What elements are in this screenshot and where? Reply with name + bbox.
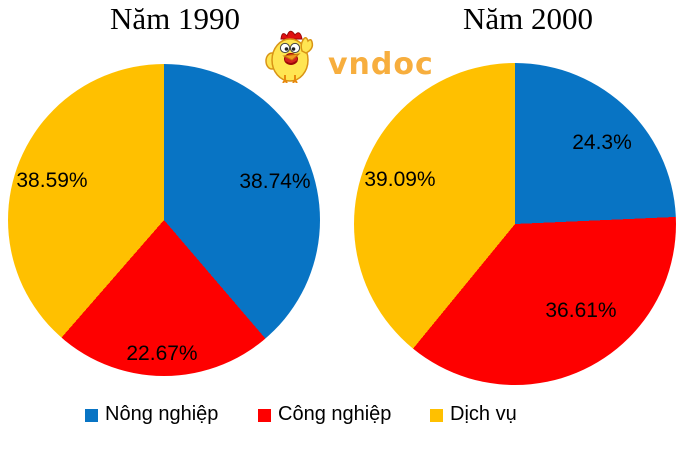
legend-label-cong-nghiep: Công nghiệp: [278, 403, 392, 425]
chart-title-1990: Năm 1990: [109, 1, 241, 36]
pie-2000-label-nong-nghiep: 24.3%: [572, 131, 632, 154]
vndoc-logo-text: vndoc: [328, 46, 434, 82]
legend-label-nong-nghiep: Nông nghiệp: [105, 403, 219, 425]
legend-swatch-yellow-icon: [430, 409, 443, 422]
chicken-mascot-icon: [262, 27, 324, 88]
legend-item-dich-vu: Dịch vụ: [430, 403, 517, 426]
chart-legend: Nông nghiệp Công nghiệp Dịch vụ: [0, 403, 681, 431]
chart-title-2000: Năm 2000: [462, 1, 594, 36]
pie-chart-1990: 38.74% 22.67% 38.59%: [8, 64, 320, 376]
pie-1990-label-nong-nghiep: 38.74%: [239, 170, 311, 193]
legend-item-cong-nghiep: Công nghiệp: [258, 403, 391, 426]
legend-swatch-red-icon: [258, 409, 271, 422]
legend-swatch-blue-icon: [85, 409, 98, 422]
pie-1990-label-dich-vu: 38.59%: [16, 169, 88, 192]
legend-label-dich-vu: Dịch vụ: [450, 403, 517, 425]
pie-2000-label-cong-nghiep: 36.61%: [545, 299, 617, 322]
pie-chart-2000: 24.3% 36.61% 39.09%: [354, 63, 676, 385]
pie-1990-label-cong-nghiep: 22.67%: [126, 342, 198, 365]
pie-2000-label-dich-vu: 39.09%: [364, 168, 436, 191]
legend-item-nong-nghiep: Nông nghiệp: [85, 403, 218, 426]
vndoc-logo: vndoc: [262, 27, 434, 88]
